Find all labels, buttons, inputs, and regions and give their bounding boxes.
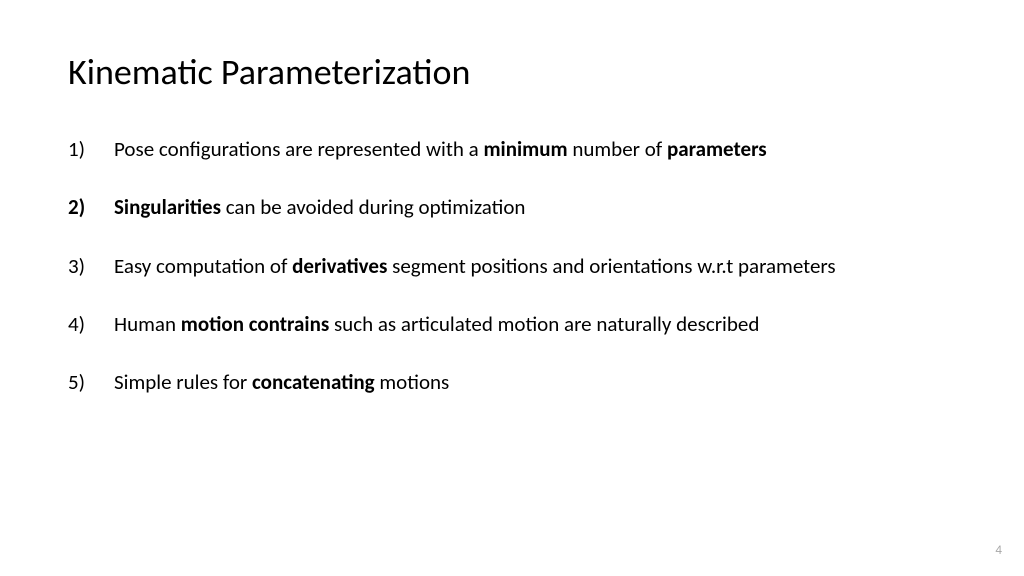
- text-segment: Simple rules for: [114, 369, 252, 395]
- list-item-1: Pose configurations are represented with…: [68, 136, 956, 162]
- text-segment: Pose configurations are represented with…: [114, 136, 483, 162]
- page-number: 4: [995, 543, 1002, 558]
- text-segment: such as articulated motion are naturally…: [334, 311, 759, 337]
- bullet-list: Pose configurations are represented with…: [68, 136, 956, 395]
- text-segment: parameters: [667, 136, 767, 162]
- text-segment: minimum: [483, 136, 567, 162]
- list-item-5: Simple rules for concatenating motions: [68, 369, 956, 395]
- text-segment: motions: [379, 369, 449, 395]
- list-item-3: Easy computation of derivatives segment …: [68, 253, 956, 279]
- text-segment: can be avoided during optimization: [226, 194, 526, 220]
- text-segment: concatenating: [252, 369, 379, 395]
- text-segment: Easy computation of: [114, 253, 292, 279]
- slide-title: Kinematic Parameterization: [68, 50, 956, 94]
- text-segment: number of: [568, 136, 667, 162]
- text-segment: Human: [114, 311, 181, 337]
- list-item-2: Singularities can be avoided during opti…: [68, 194, 956, 220]
- text-segment: motion contrains: [181, 311, 334, 337]
- slide-content: Kinematic Parameterization Pose configur…: [0, 0, 1024, 576]
- text-segment: derivatives: [292, 253, 392, 279]
- text-segment: segment positions and orientations w.r.t…: [392, 253, 835, 279]
- list-item-4: Human motion contrains such as articulat…: [68, 311, 956, 337]
- text-segment: Singularities: [114, 194, 226, 220]
